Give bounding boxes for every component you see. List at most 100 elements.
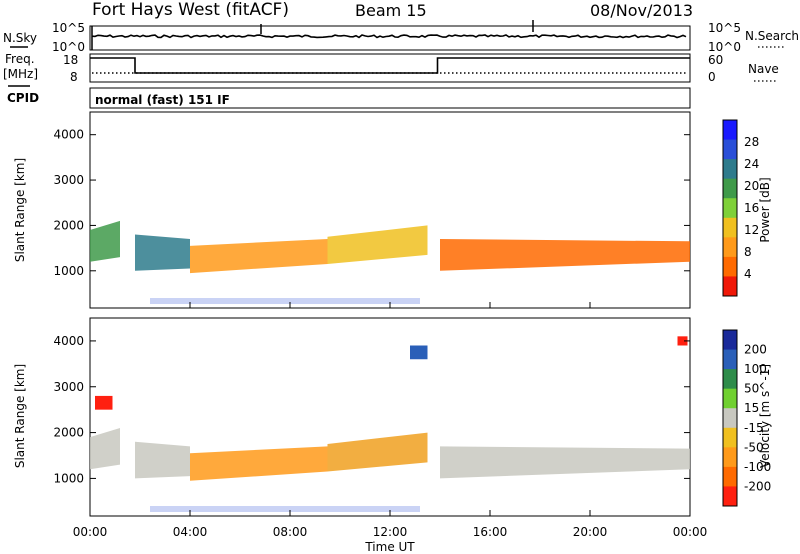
power-band-2 [190,239,328,274]
power-band-3 [327,225,428,264]
velocity-colorbar-tick-6: -100 [744,460,771,474]
velocity-ytick-label-1: 2000 [53,426,84,440]
velocity-patch-2 [677,336,688,346]
beam-title: Beam 15 [355,1,427,20]
power-colorbar-tick-1: 24 [744,157,759,171]
velocity-colorbar-swatch-2 [723,369,737,390]
sky-panel-frame [89,25,691,51]
power-bands [90,220,690,304]
sky-right-tick-bottom: 10^0 [708,40,741,54]
velocity-colorbar-swatch-0 [723,330,737,351]
x-tick-label-6: 00:00 [673,525,708,539]
velocity-colorbar-tick-2: 50 [744,382,759,396]
velocity-colorbar-swatch-7 [723,466,737,487]
power-noise-floor [150,298,420,304]
freq-label-line1: Freq. [5,52,35,66]
velocity-ytick-label-3: 4000 [53,334,84,348]
velocity-band-0 [90,428,120,470]
freq-right-tick-bottom: 0 [708,70,716,84]
station-title: Fort Hays West (fitACF) [92,0,289,20]
freq-right-tick-top: 60 [708,53,723,67]
freq-label-line2: [MHz] [3,67,38,81]
power-colorbar-swatch-4 [723,198,737,219]
cpid-label: CPID [7,91,39,105]
velocity-colorbar-swatch-5 [723,427,737,448]
velocity-colorbar-tick-5: -50 [744,440,764,454]
velocity-colorbar-swatch-4 [723,408,737,429]
velocity-ytick-label-0: 1000 [53,471,84,485]
sky-left-label: N.Sky [3,31,37,45]
sky-left-tick-bottom: 10^0 [52,40,85,54]
x-tick-label-4: 16:00 [473,525,508,539]
velocity-ytick-label-2: 3000 [53,380,84,394]
power-colorbar-swatch-3 [723,178,737,199]
nave-label: Nave [748,62,779,76]
power-colorbar-label: Power [dB] [758,177,772,242]
power-colorbar: 28 24 20 16 12 8 4 [722,119,759,297]
power-colorbar-swatch-7 [723,256,737,277]
power-ytick-label-3: 4000 [53,128,84,142]
power-band-4 [440,239,690,271]
velocity-colorbar-frame [722,329,738,507]
sky-panel-trace [91,34,687,39]
x-tick-label-3: 12:00 [373,525,408,539]
power-colorbar-swatch-6 [723,237,737,258]
freq-panel-frame [89,53,691,83]
power-colorbar-swatch-0 [723,120,737,141]
velocity-colorbar-tick-1: 100 [744,362,767,376]
power-panel-frame [89,111,691,309]
power-colorbar-swatch-5 [723,217,737,238]
power-colorbar-tick-6: 4 [744,267,752,281]
power-colorbar-swatch-2 [723,159,737,180]
velocity-colorbar-swatch-3 [723,388,737,409]
velocity-band-4 [440,446,690,479]
sky-right-label: N.Search [745,29,799,43]
power-y-ticks: 1000 2000 3000 4000 [53,128,690,278]
velocity-colorbar-swatch-8 [723,486,737,507]
x-tick-label-1: 04:00 [173,525,208,539]
freq-left-tick-top: 18 [63,53,78,67]
date-title: 08/Nov/2013 [590,1,693,20]
power-band-0 [90,220,120,262]
sky-left-tick-top: 10^5 [52,21,85,35]
power-colorbar-swatch-1 [723,139,737,160]
velocity-colorbar-tick-0: 200 [744,343,767,357]
power-colorbar-tick-5: 8 [744,245,752,259]
power-ytick-label-0: 1000 [53,264,84,278]
velocity-colorbar-tick-3: 15 [744,401,759,415]
velocity-y-axis-label: Slant Range [km] [13,364,27,468]
velocity-patch-1 [410,345,428,360]
power-colorbar-swatch-8 [723,276,737,297]
velocity-bands [90,336,690,512]
velocity-band-1 [135,441,190,479]
x-tick-label-2: 08:00 [273,525,308,539]
power-y-axis-label: Slant Range [km] [13,158,27,262]
velocity-colorbar: 200 100 50 15 -15 -50 -100 -200 [722,329,771,507]
velocity-colorbar-tick-7: -200 [744,479,771,493]
power-colorbar-tick-3: 16 [744,201,759,215]
power-colorbar-tick-0: 28 [744,135,759,149]
velocity-colorbar-tick-4: -15 [744,421,764,435]
x-axis-ticks: 00:00 04:00 08:00 12:00 16:00 20:00 00:00 [73,302,708,539]
velocity-band-2 [190,446,328,481]
freq-step-trace [90,57,690,74]
velocity-colorbar-label: Velocity [m s^-1] [758,364,772,468]
power-band-1 [135,234,190,271]
power-ytick-label-2: 3000 [53,173,84,187]
cpid-text: normal (fast) 151 IF [95,93,230,107]
velocity-band-3 [327,432,428,472]
sky-right-tick-top: 10^5 [708,21,741,35]
velocity-patch-0 [95,395,113,410]
cpid-bar [89,87,691,109]
power-ytick-label-1: 2000 [53,218,84,232]
freq-left-tick-bottom: 8 [70,70,78,84]
velocity-colorbar-swatch-1 [723,349,737,370]
power-colorbar-tick-2: 20 [744,179,759,193]
velocity-panel-frame [89,317,691,517]
power-colorbar-frame [722,119,738,297]
velocity-colorbar-swatch-6 [723,447,737,468]
velocity-noise-floor [150,506,420,512]
velocity-y-ticks: 1000 2000 3000 4000 [53,334,690,485]
x-axis-label: Time UT [364,540,415,554]
